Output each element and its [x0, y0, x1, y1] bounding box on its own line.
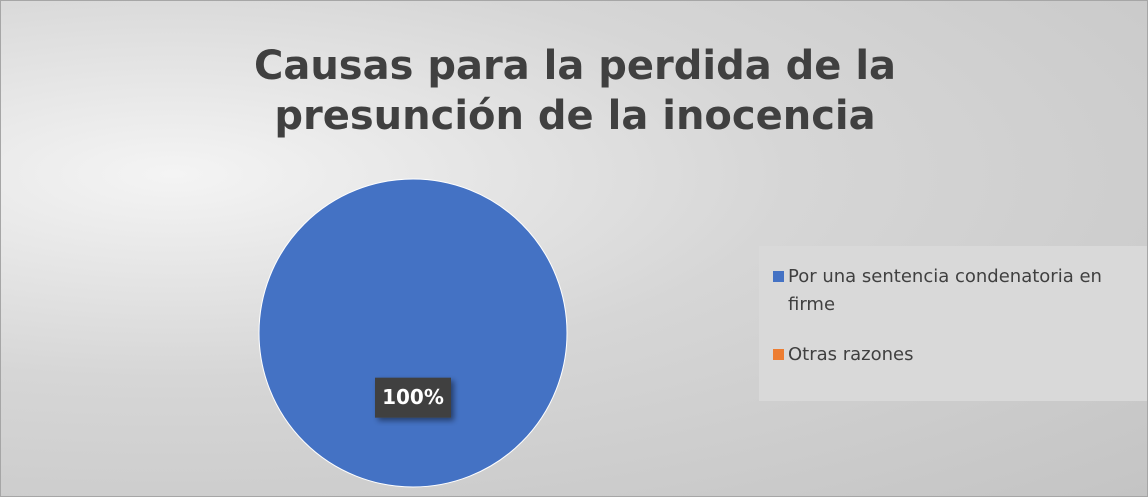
legend-swatch: [773, 271, 784, 282]
legend-label: Por una sentencia condenatoria en firme: [788, 266, 1102, 315]
legend-entry: Otras razones: [773, 341, 1133, 369]
data-label: 100%: [382, 385, 444, 409]
data-label-box: [375, 377, 451, 418]
pie-slice: [258, 178, 568, 488]
chart-title: Causas para la perdida de la presunción …: [253, 43, 897, 139]
legend: Por una sentencia condenatoria en firme O…: [759, 246, 1147, 401]
legend-label: Otras razones: [788, 344, 914, 365]
legend-swatch: [773, 349, 784, 360]
legend-entry: Por una sentencia condenatoria en firme: [773, 263, 1133, 319]
